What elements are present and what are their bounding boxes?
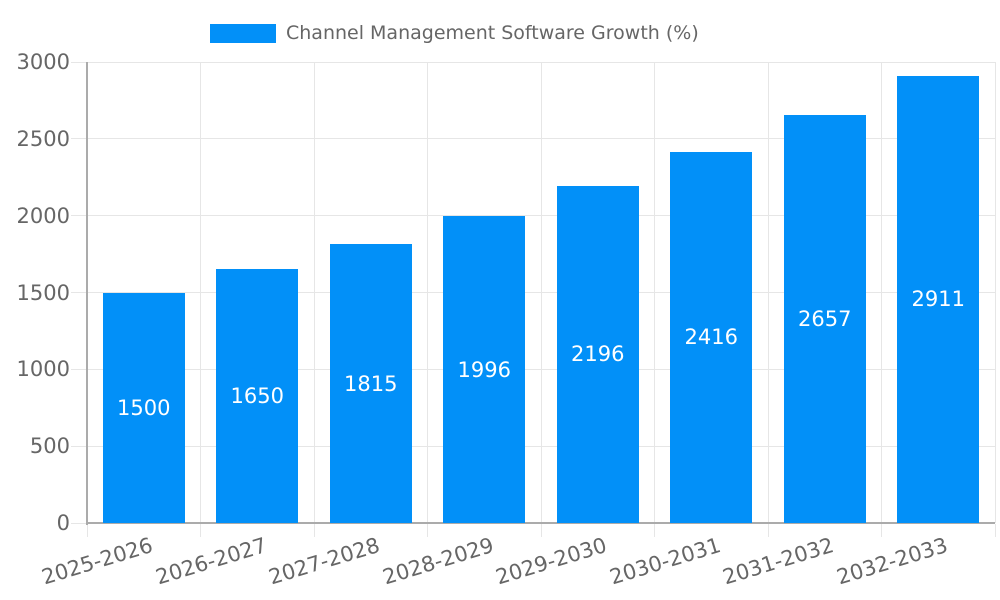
bar-value-label: 2657 <box>798 306 852 331</box>
y-axis-tick <box>71 61 87 63</box>
bar-value-label: 1815 <box>344 371 398 396</box>
x-axis-category-label: 2028-2029 <box>379 533 497 590</box>
chart-legend-item[interactable]: Channel Management Software Growth (%) <box>210 22 699 44</box>
x-axis-tick <box>200 524 201 537</box>
x-axis-tick <box>994 524 996 537</box>
bar-2030-2031[interactable] <box>670 151 753 523</box>
gridline-vertical <box>540 62 542 523</box>
y-axis-tick-label: 2500 <box>16 126 70 151</box>
y-axis-tick <box>71 522 87 524</box>
bar-value-label: 1500 <box>117 395 171 420</box>
y-axis-tick-label: 2000 <box>16 203 70 228</box>
x-axis-tick <box>654 524 655 537</box>
y-axis-tick <box>71 215 87 217</box>
x-axis-category-label: 2026-2027 <box>152 533 270 590</box>
gridline-vertical <box>881 62 882 523</box>
y-axis-tick-label: 1500 <box>16 280 70 305</box>
y-axis-tick-label: 3000 <box>16 50 70 74</box>
x-axis-category-label: 2031-2032 <box>720 533 837 590</box>
bar-2028-2029[interactable] <box>443 216 526 523</box>
bar-2032-2033[interactable] <box>897 75 980 523</box>
bar-2027-2028[interactable] <box>329 244 412 523</box>
x-axis-category-label: 2027-2028 <box>266 533 383 590</box>
x-axis-tick <box>767 524 769 537</box>
x-axis-category-label: 2030-2031 <box>606 533 724 590</box>
gridline-vertical <box>200 62 201 523</box>
bar-value-label: 1996 <box>457 357 511 382</box>
y-axis-tick-label: 500 <box>29 434 70 459</box>
x-axis-tick <box>427 524 428 537</box>
y-axis-tick-label: 1000 <box>16 357 70 382</box>
y-axis-tick <box>71 138 87 140</box>
gridline-vertical <box>313 62 315 523</box>
bar-2025-2026[interactable] <box>102 292 185 523</box>
y-axis-tick <box>71 445 87 447</box>
x-axis-line <box>85 522 995 524</box>
bar-2031-2032[interactable] <box>783 114 866 523</box>
x-axis-category-label: 2029-2030 <box>493 533 610 590</box>
bar-value-label: 2416 <box>684 325 738 350</box>
y-axis-tick <box>71 292 87 293</box>
x-axis-tick <box>86 524 88 537</box>
x-axis-tick <box>540 524 542 537</box>
x-axis-category-label: 2032-2033 <box>833 533 951 590</box>
gridline-vertical <box>427 62 428 523</box>
x-axis-tick <box>313 524 315 537</box>
bar-2029-2030[interactable] <box>556 185 639 523</box>
y-axis-tick-label: 0 <box>56 511 70 535</box>
bar-value-label: 2196 <box>571 342 625 367</box>
gridline-vertical <box>767 62 769 523</box>
legend-label: Channel Management Software Growth (%) <box>286 22 699 44</box>
bar-value-label: 1650 <box>230 384 284 409</box>
bar-2026-2027[interactable] <box>216 269 299 523</box>
x-axis-category-label: 2025-2026 <box>39 533 156 590</box>
y-axis-tick <box>71 368 87 370</box>
gridline-vertical <box>994 62 996 523</box>
y-axis-line <box>85 62 88 525</box>
bar-value-label: 2911 <box>911 287 965 312</box>
gridline-vertical <box>654 62 655 523</box>
legend-color-swatch <box>210 23 276 43</box>
x-axis-tick <box>881 524 882 537</box>
